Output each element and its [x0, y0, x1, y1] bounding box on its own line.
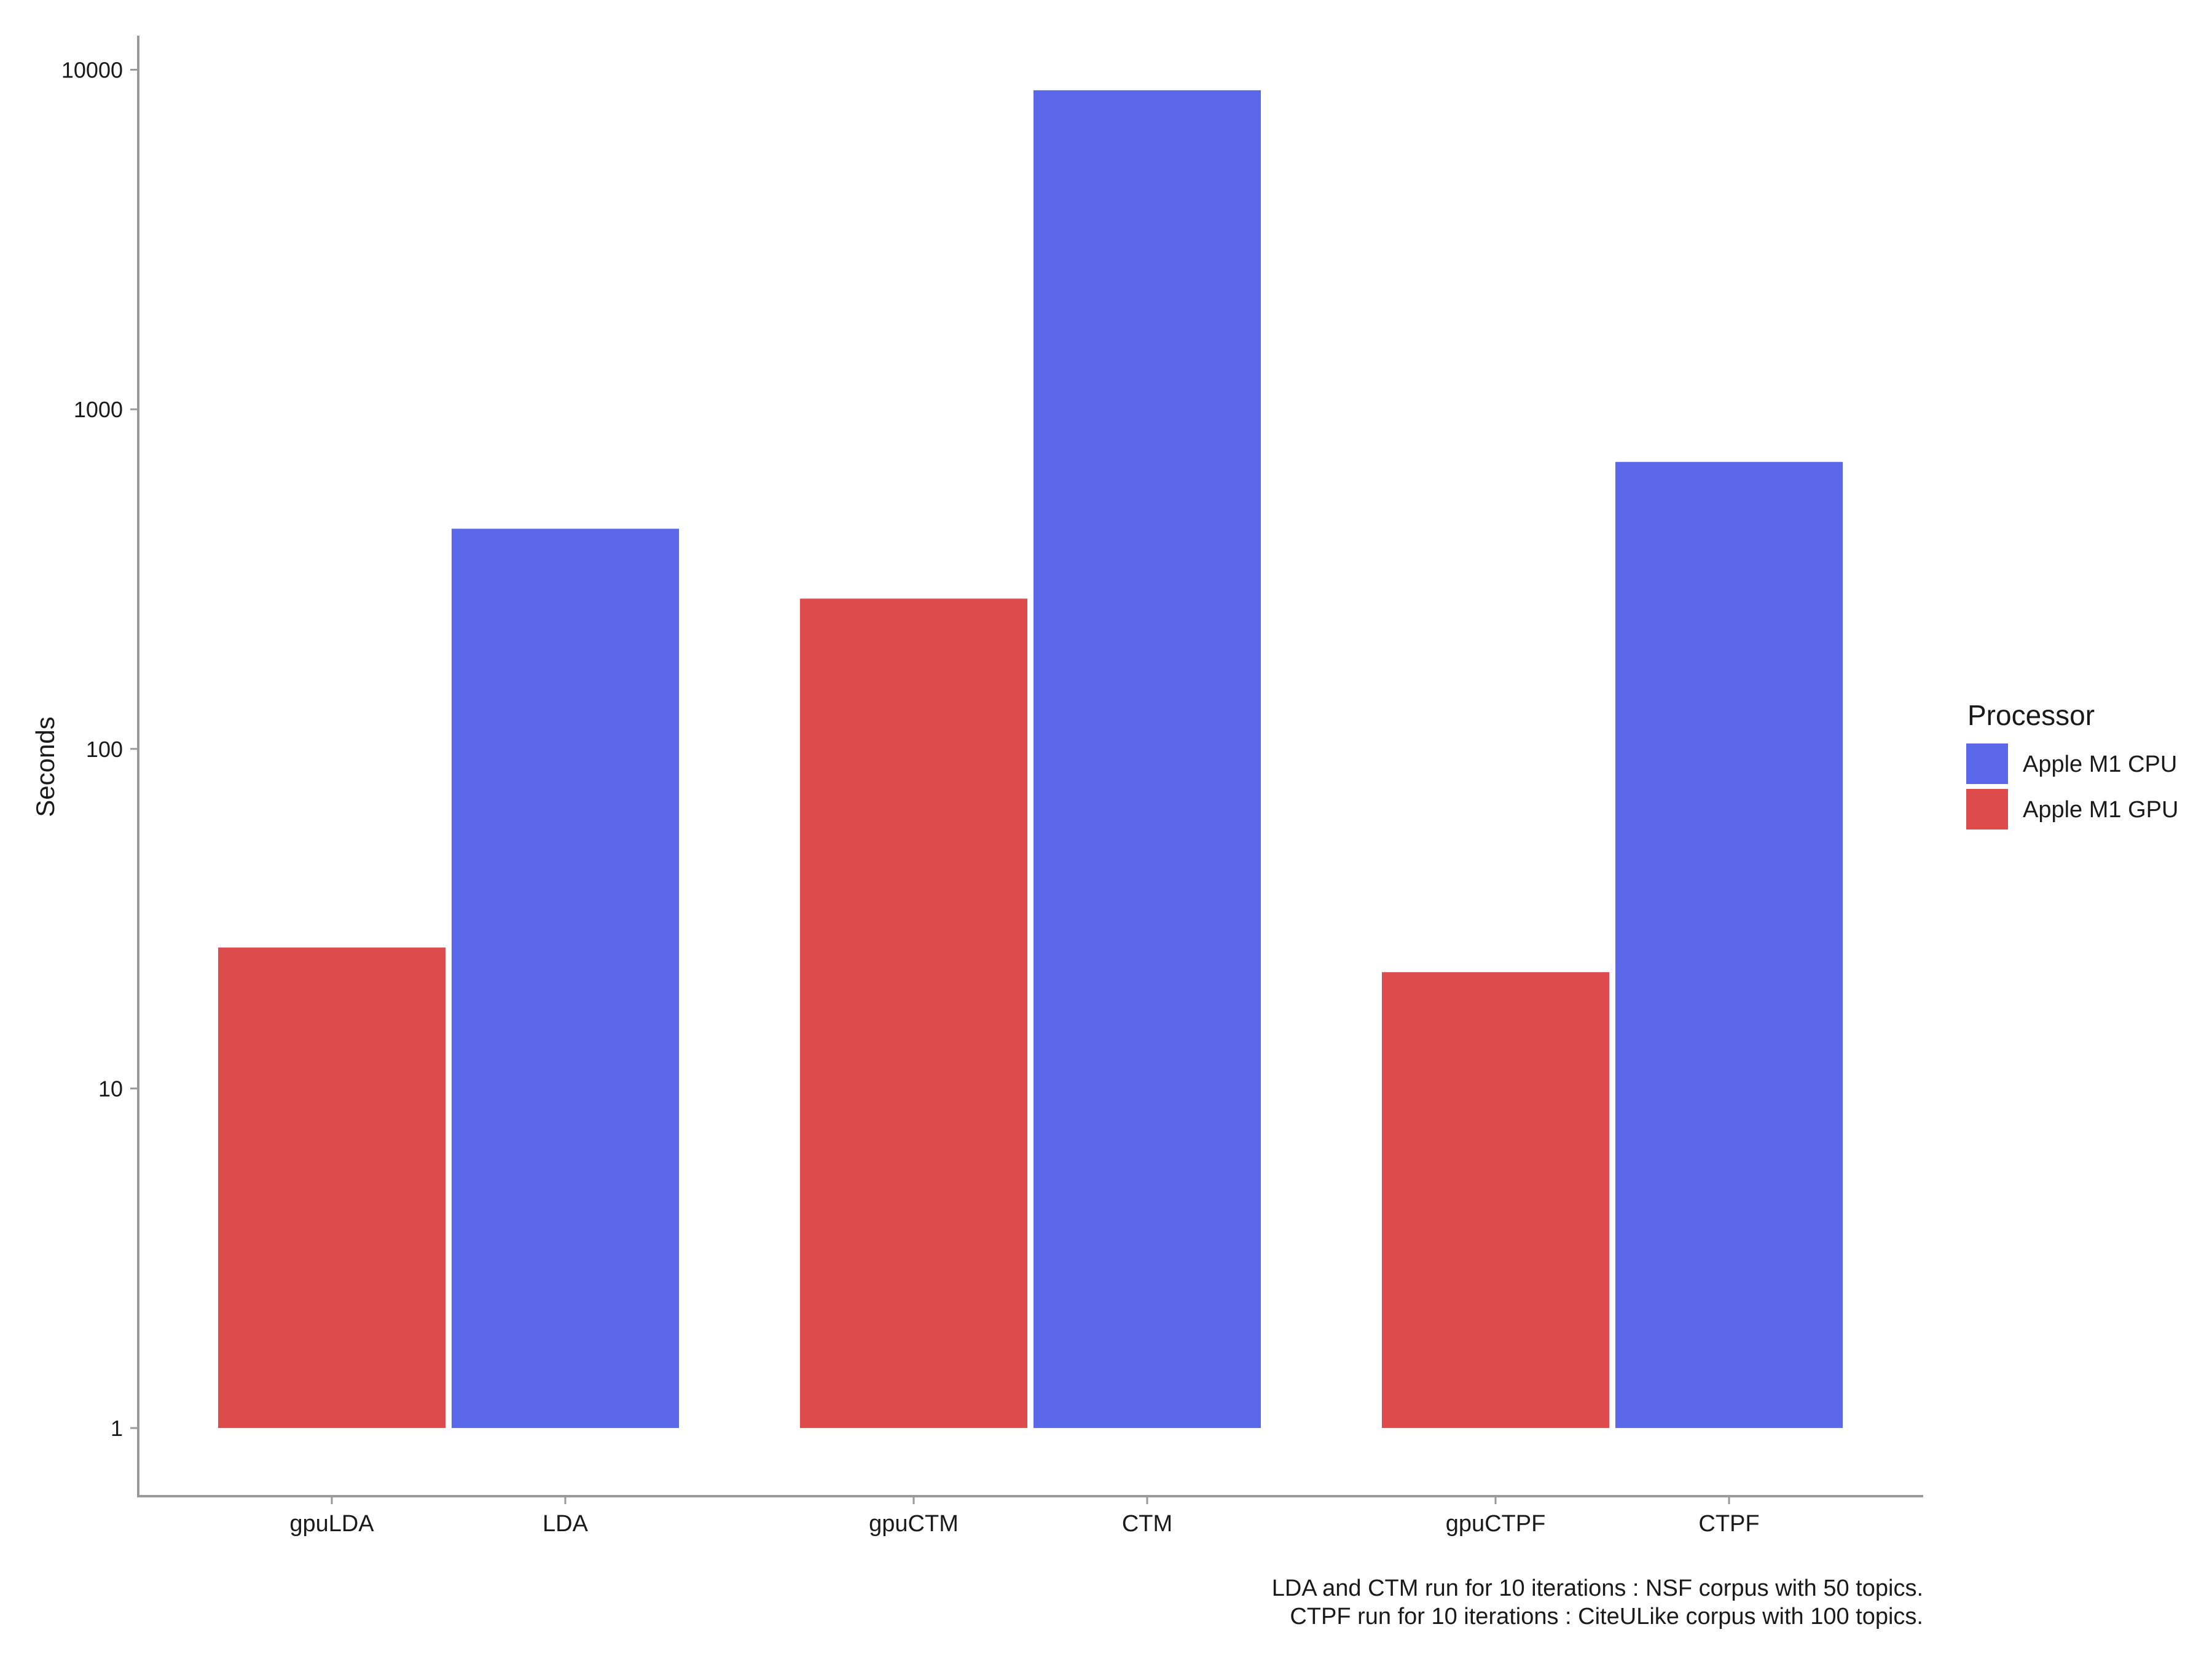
legend-entries: Apple M1 CPU Apple M1 GPU: [1966, 743, 2178, 830]
bar-LDA: [452, 528, 679, 1429]
bar-CTM: [1033, 90, 1261, 1429]
bar-gpuCTM: [800, 598, 1027, 1429]
bars-layer: [218, 90, 1843, 1429]
caption-line-2: CTPF run for 10 iterations : CiteULike c…: [1290, 1604, 1923, 1630]
y-ticks: 1 10 100 1000 10000: [61, 57, 138, 1441]
x-tick-label-gpuLDA: gpuLDA: [289, 1511, 374, 1537]
legend-label: Apple M1 CPU: [2023, 751, 2177, 777]
bar-gpuCTPF: [1382, 972, 1609, 1429]
y-tick-label: 10000: [61, 57, 123, 82]
y-tick-label: 1000: [74, 397, 123, 422]
axes-layer: [137, 36, 1923, 1497]
x-tick-label-gpuCTM: gpuCTM: [869, 1511, 959, 1537]
caption-line-1: LDA and CTM run for 10 iterations : NSF …: [1272, 1575, 1923, 1601]
x-tick-label-gpuCTPF: gpuCTPF: [1446, 1511, 1546, 1537]
legend-swatch: [1966, 789, 2008, 830]
y-tick-label: 10: [98, 1076, 123, 1101]
x-tick-label-CTPF: CTPF: [1698, 1511, 1759, 1537]
y-tick-label: 100: [86, 737, 123, 762]
legend-swatch: [1966, 743, 2008, 784]
y-tick-label: 1: [111, 1416, 123, 1441]
x-tick-label-CTM: CTM: [1122, 1511, 1172, 1537]
legend-title: Processor: [1967, 699, 2095, 731]
legend-label: Apple M1 GPU: [2023, 797, 2178, 823]
caption: LDA and CTM run for 10 iterations : NSF …: [1272, 1575, 1923, 1630]
x-tick-label-LDA: LDA: [543, 1511, 589, 1537]
bar-gpuLDA: [218, 947, 445, 1429]
x-ticks: gpuLDA LDA gpuCTM CTM gpuCTPF CTPF: [289, 1496, 1760, 1537]
legend: Processor Apple M1 CPU Apple M1 GPU: [1966, 699, 2178, 830]
bar-CTPF: [1615, 461, 1843, 1429]
y-axis-title: Seconds: [31, 716, 60, 817]
